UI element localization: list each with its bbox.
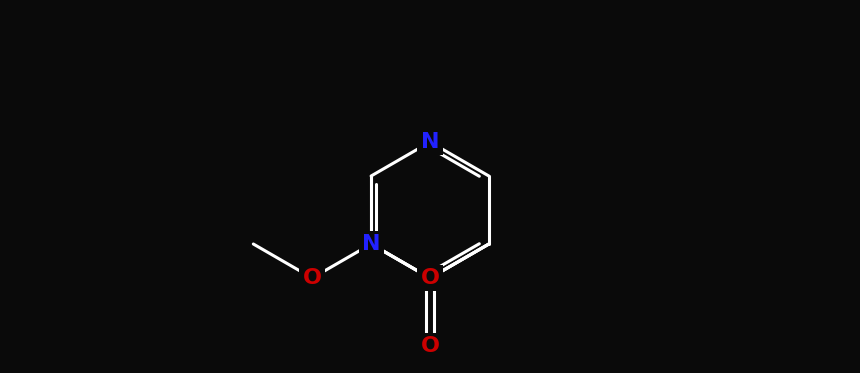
Text: O: O [421, 336, 439, 356]
Text: N: N [421, 132, 439, 152]
Text: O: O [421, 268, 439, 288]
Text: O: O [303, 268, 322, 288]
Text: N: N [362, 234, 380, 254]
